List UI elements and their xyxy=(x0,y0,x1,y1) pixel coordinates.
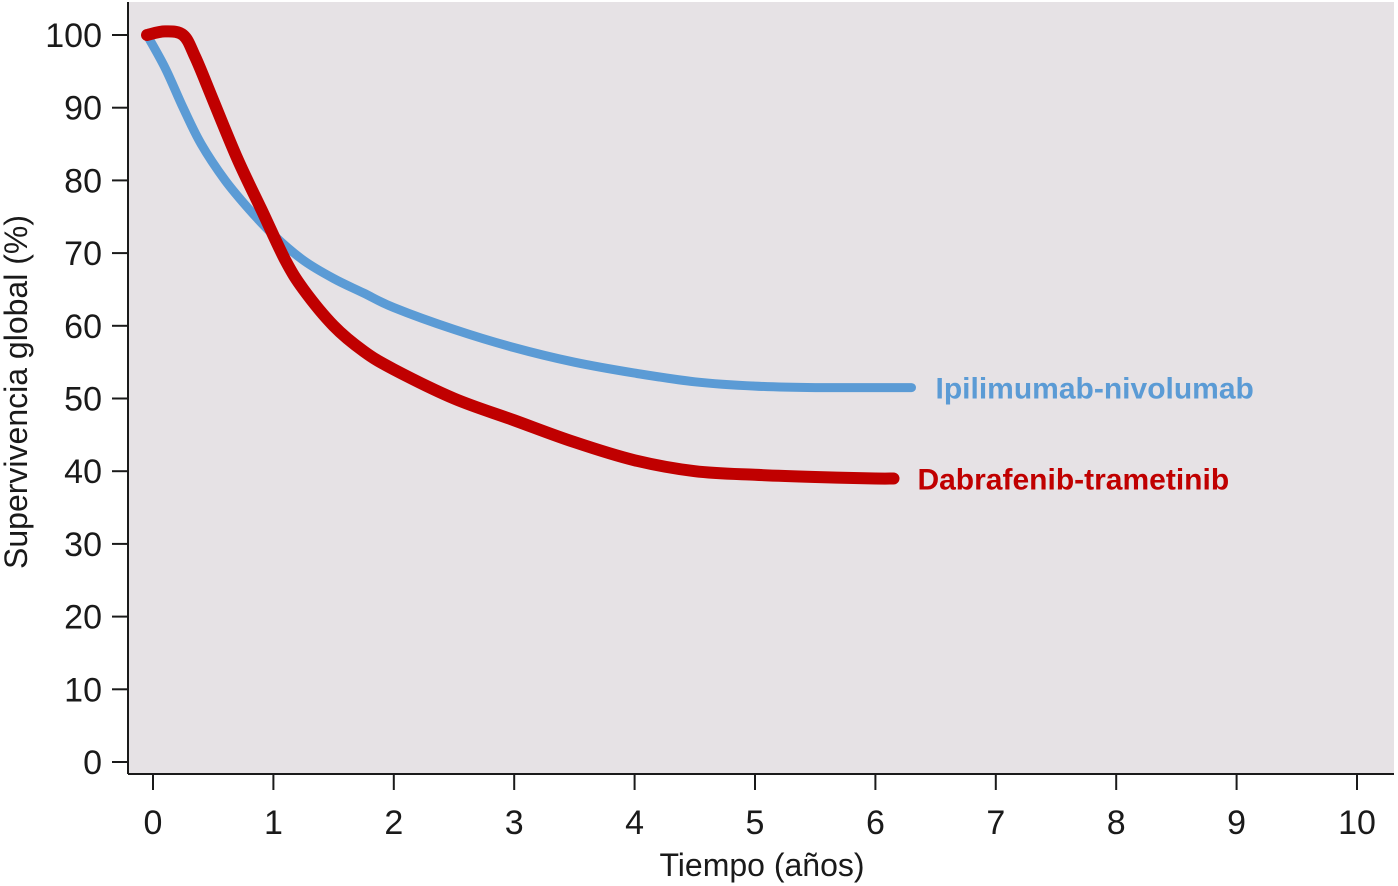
y-tick-label: 100 xyxy=(45,17,102,55)
y-tick-label: 10 xyxy=(64,671,102,709)
series-labels: Ipilimumab-nivolumab Dabrafenib-trametini… xyxy=(917,373,1253,497)
y-axis-title: Supervivencia global (%) xyxy=(0,215,34,569)
y-tick-label: 90 xyxy=(64,90,102,128)
x-tick-label: 7 xyxy=(986,804,1005,842)
x-tick-label: 10 xyxy=(1338,804,1376,842)
x-tick-label: 5 xyxy=(746,804,765,842)
series-lines xyxy=(141,25,916,485)
y-tick-label: 30 xyxy=(64,526,102,564)
series-label-dabrafenib-trametinib: Dabrafenib-trametinib xyxy=(917,463,1229,496)
x-tick-label: 8 xyxy=(1107,804,1126,842)
y-tick-label: 60 xyxy=(64,308,102,346)
x-tick-label: 9 xyxy=(1227,804,1246,842)
y-tick-label: 80 xyxy=(64,162,102,200)
y-tick-label: 50 xyxy=(64,381,102,419)
x-tick-label: 2 xyxy=(384,804,403,842)
series-label-ipilimumab-nivolumab: Ipilimumab-nivolumab xyxy=(936,373,1254,406)
x-axis-title: Tiempo (años) xyxy=(659,847,864,883)
x-tick-label: 6 xyxy=(866,804,885,842)
x-tick-label: 3 xyxy=(505,804,524,842)
x-tick-label: 1 xyxy=(264,804,283,842)
y-tick-label: 0 xyxy=(83,744,102,782)
x-axis-ticks: 0 1 2 3 4 5 6 7 8 9 10 xyxy=(144,774,1376,842)
x-tick-label: 4 xyxy=(625,804,644,842)
series-line-ipilimumab-nivolumab xyxy=(142,30,916,393)
y-tick-label: 70 xyxy=(64,235,102,273)
y-axis-ticks: 0 10 20 30 40 50 60 70 80 90 100 xyxy=(45,17,128,782)
series-line-dabrafenib-trametinib xyxy=(141,25,900,485)
y-tick-label: 20 xyxy=(64,599,102,637)
y-tick-label: 40 xyxy=(64,453,102,491)
x-tick-label: 0 xyxy=(144,804,163,842)
